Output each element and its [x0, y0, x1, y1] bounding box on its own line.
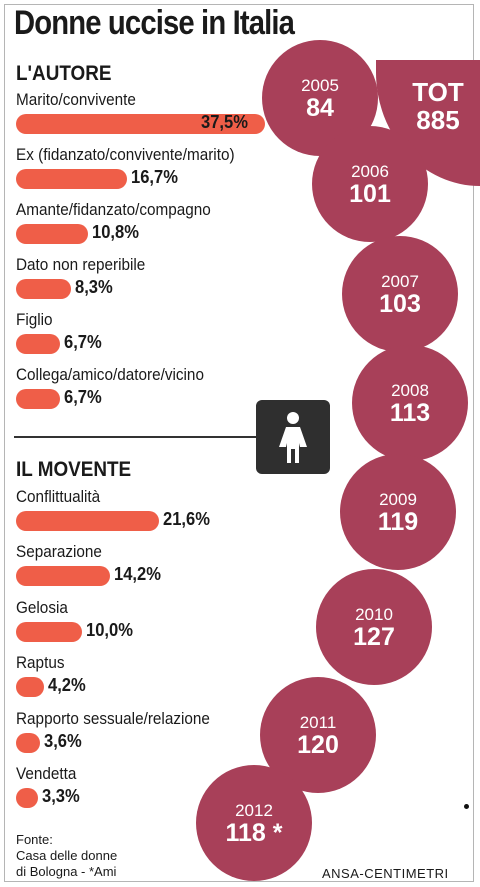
bar-label: Vendetta: [16, 764, 77, 783]
bar-value-label: 8,3%: [75, 277, 113, 297]
year-value: 113: [389, 398, 431, 427]
year-label: 2006: [351, 161, 389, 181]
bar: [16, 732, 40, 753]
bar-label: Collega/amico/datore/vicino: [16, 365, 204, 384]
year-bubble: 2010 127: [316, 569, 432, 685]
total-label-group: TOT 885: [412, 78, 464, 134]
bar-label: Gelosia: [16, 597, 68, 617]
bar-value-label: 37,5%: [201, 112, 248, 132]
year-label: 2008: [391, 380, 429, 400]
year-bubble: 2005 84: [262, 40, 378, 156]
year-value: 119: [377, 507, 419, 536]
bar-value-label: 6,7%: [64, 387, 103, 407]
year-label: 2012: [235, 800, 273, 820]
bar: [16, 224, 88, 244]
bar-label: Ex (fidanzato/convivente/marito): [16, 145, 235, 164]
year-value: 101: [349, 179, 391, 208]
year-value: 127: [353, 622, 395, 651]
total-value: 885: [416, 105, 460, 135]
bar: [16, 788, 38, 808]
year-value: 120: [297, 730, 339, 759]
section-title-movente: IL MOVENTE: [16, 458, 132, 481]
bar-label: Figlio: [16, 310, 53, 329]
bar: [16, 114, 265, 134]
bar-value-label: 10,8%: [91, 222, 139, 242]
bar-label: Separazione: [16, 542, 102, 562]
bar-label: Rapporto sessuale/relazione: [16, 708, 210, 728]
section-title-autore: L'AUTORE: [16, 62, 112, 85]
bar-value-label: 4,2%: [47, 675, 86, 696]
section-divider: [14, 436, 262, 438]
year-label: 2005: [301, 75, 339, 95]
bar: [16, 566, 111, 587]
year-bubble: 2007 103: [342, 236, 458, 352]
bar-value-label: 16,7%: [130, 167, 178, 187]
year-label: 2011: [299, 712, 337, 732]
bar: [16, 389, 61, 409]
bar-value-label: 3,3%: [41, 786, 80, 806]
bar-label: Marito/convivente: [16, 90, 136, 109]
decorative-dot: [464, 804, 469, 809]
woman-icon-box: [256, 400, 330, 474]
year-bubble: 2008 113: [352, 345, 468, 461]
year-bubble: 2009 119: [340, 454, 456, 570]
bar: [16, 621, 83, 642]
year-bubble: 2006 101: [312, 126, 428, 242]
total-label: TOT: [412, 77, 464, 107]
bar-label: Conflittualità: [16, 487, 101, 506]
bar: [16, 334, 61, 354]
credit-label: ANSA-CENTIMETRI: [322, 866, 449, 881]
bar-label: Amante/fidanzato/compagno: [16, 200, 211, 219]
bar-label: Raptus: [16, 653, 65, 673]
bar: [16, 677, 44, 698]
year-label: 2007: [381, 271, 419, 291]
bar: [16, 169, 127, 189]
bar: [16, 279, 72, 299]
year-bubble: 2011 120: [260, 677, 376, 793]
page-title: Donne uccise in Italia: [14, 4, 295, 42]
year-value: 103: [379, 289, 421, 318]
bar-value-label: 21,6%: [163, 509, 211, 529]
bar-value-label: 6,7%: [64, 332, 103, 352]
year-label: 2010: [355, 604, 393, 624]
source-note: Fonte: Casa delle donne di Bologna - *Am…: [16, 832, 118, 879]
year-value: 118 *: [225, 818, 283, 847]
year-bubble: 2012 118 *: [196, 765, 312, 881]
bar-label: Dato non reperibile: [16, 255, 146, 274]
bar-value-label: 3,6%: [43, 730, 82, 751]
year-label: 2009: [379, 489, 417, 509]
year-value: 84: [306, 93, 334, 122]
infographic-frame: [4, 4, 474, 882]
bar: [16, 511, 160, 531]
woman-icon: [279, 412, 307, 463]
bar-value-label: 10,0%: [86, 619, 134, 640]
bar-value-label: 14,2%: [114, 564, 162, 585]
